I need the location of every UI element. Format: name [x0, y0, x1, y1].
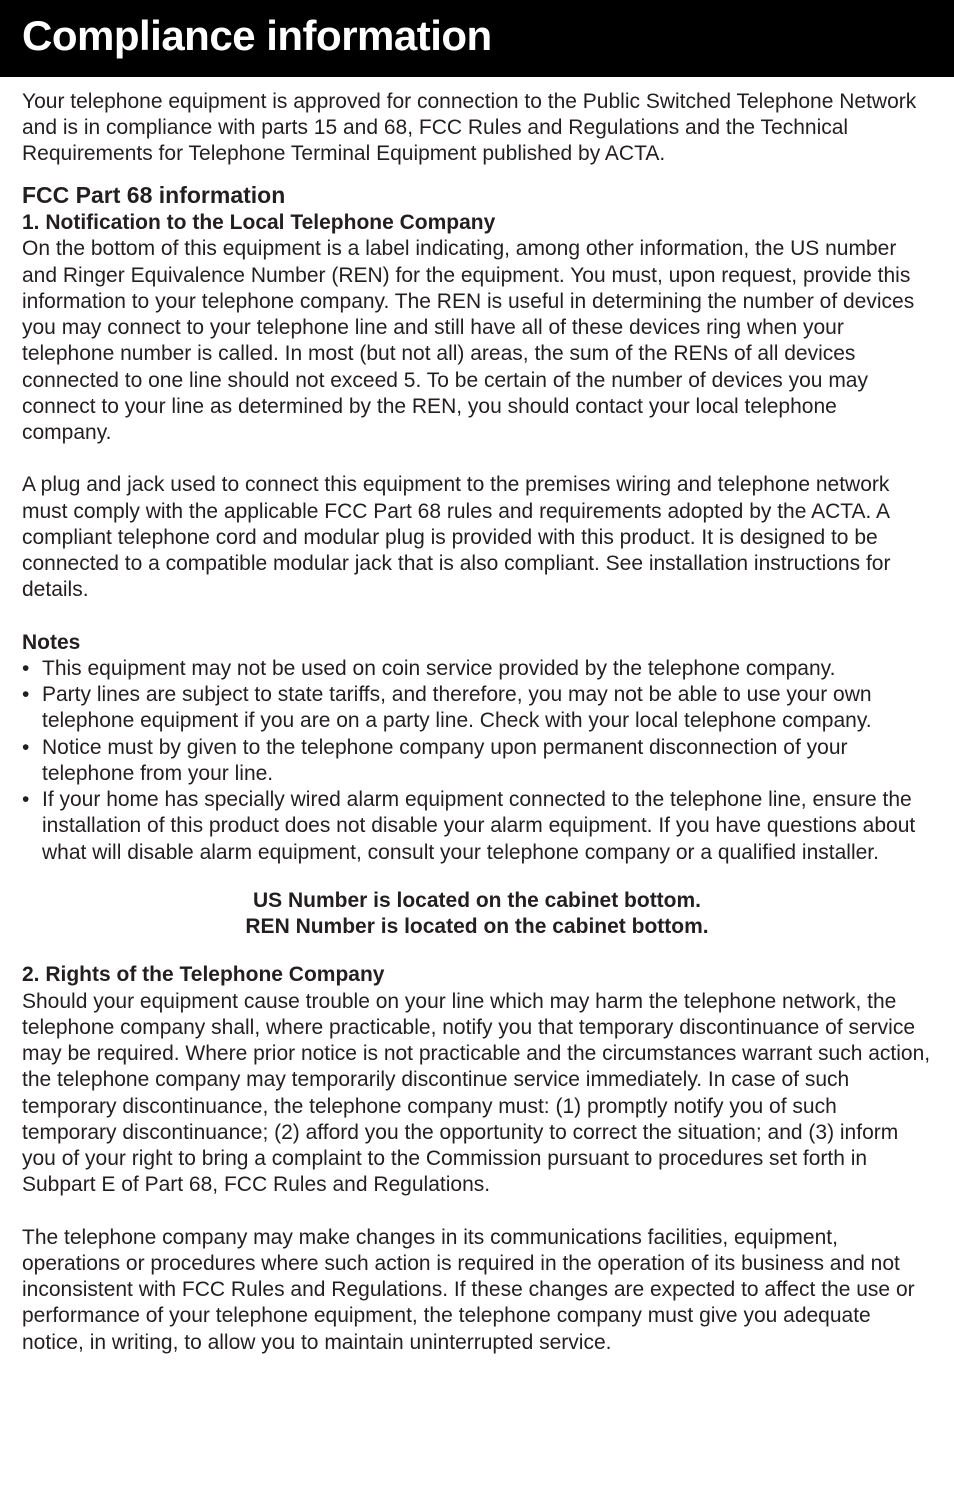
list-item: This equipment may not be used on coin s… — [22, 656, 932, 682]
section-2-para-1: Should your equipment cause trouble on y… — [22, 989, 932, 1199]
list-item: If your home has specially wired alarm e… — [22, 787, 932, 866]
label-location-info: US Number is located on the cabinet bott… — [22, 888, 932, 941]
section-2-body-2: The telephone company may make changes i… — [22, 1225, 932, 1356]
list-item: Party lines are subject to state tariffs… — [22, 682, 932, 735]
ren-number-location: REN Number is located on the cabinet bot… — [22, 914, 932, 940]
page-header: Compliance information — [0, 0, 954, 77]
fcc-part-68-title: FCC Part 68 information — [22, 181, 932, 210]
section-2-body: Should your equipment cause trouble on y… — [22, 989, 932, 1199]
intro-paragraph: Your telephone equipment is approved for… — [22, 89, 932, 168]
us-number-location: US Number is located on the cabinet bott… — [22, 888, 932, 914]
section-1-heading: 1. Notification to the Local Telephone C… — [22, 210, 932, 236]
section-1-para-2: A plug and jack used to connect this equ… — [22, 472, 932, 603]
notes-heading: Notes — [22, 630, 932, 656]
page-content: Your telephone equipment is approved for… — [0, 77, 954, 1402]
list-item: Notice must by given to the telephone co… — [22, 735, 932, 788]
section-1-para-1: On the bottom of this equipment is a lab… — [22, 236, 932, 446]
section-2-heading: 2. Rights of the Telephone Company — [22, 962, 932, 988]
section-1-body: On the bottom of this equipment is a lab… — [22, 236, 932, 446]
notes-list: This equipment may not be used on coin s… — [22, 656, 932, 866]
page-title: Compliance information — [22, 10, 932, 63]
section-2-para-2: The telephone company may make changes i… — [22, 1225, 932, 1356]
section-1-body-2: A plug and jack used to connect this equ… — [22, 472, 932, 603]
